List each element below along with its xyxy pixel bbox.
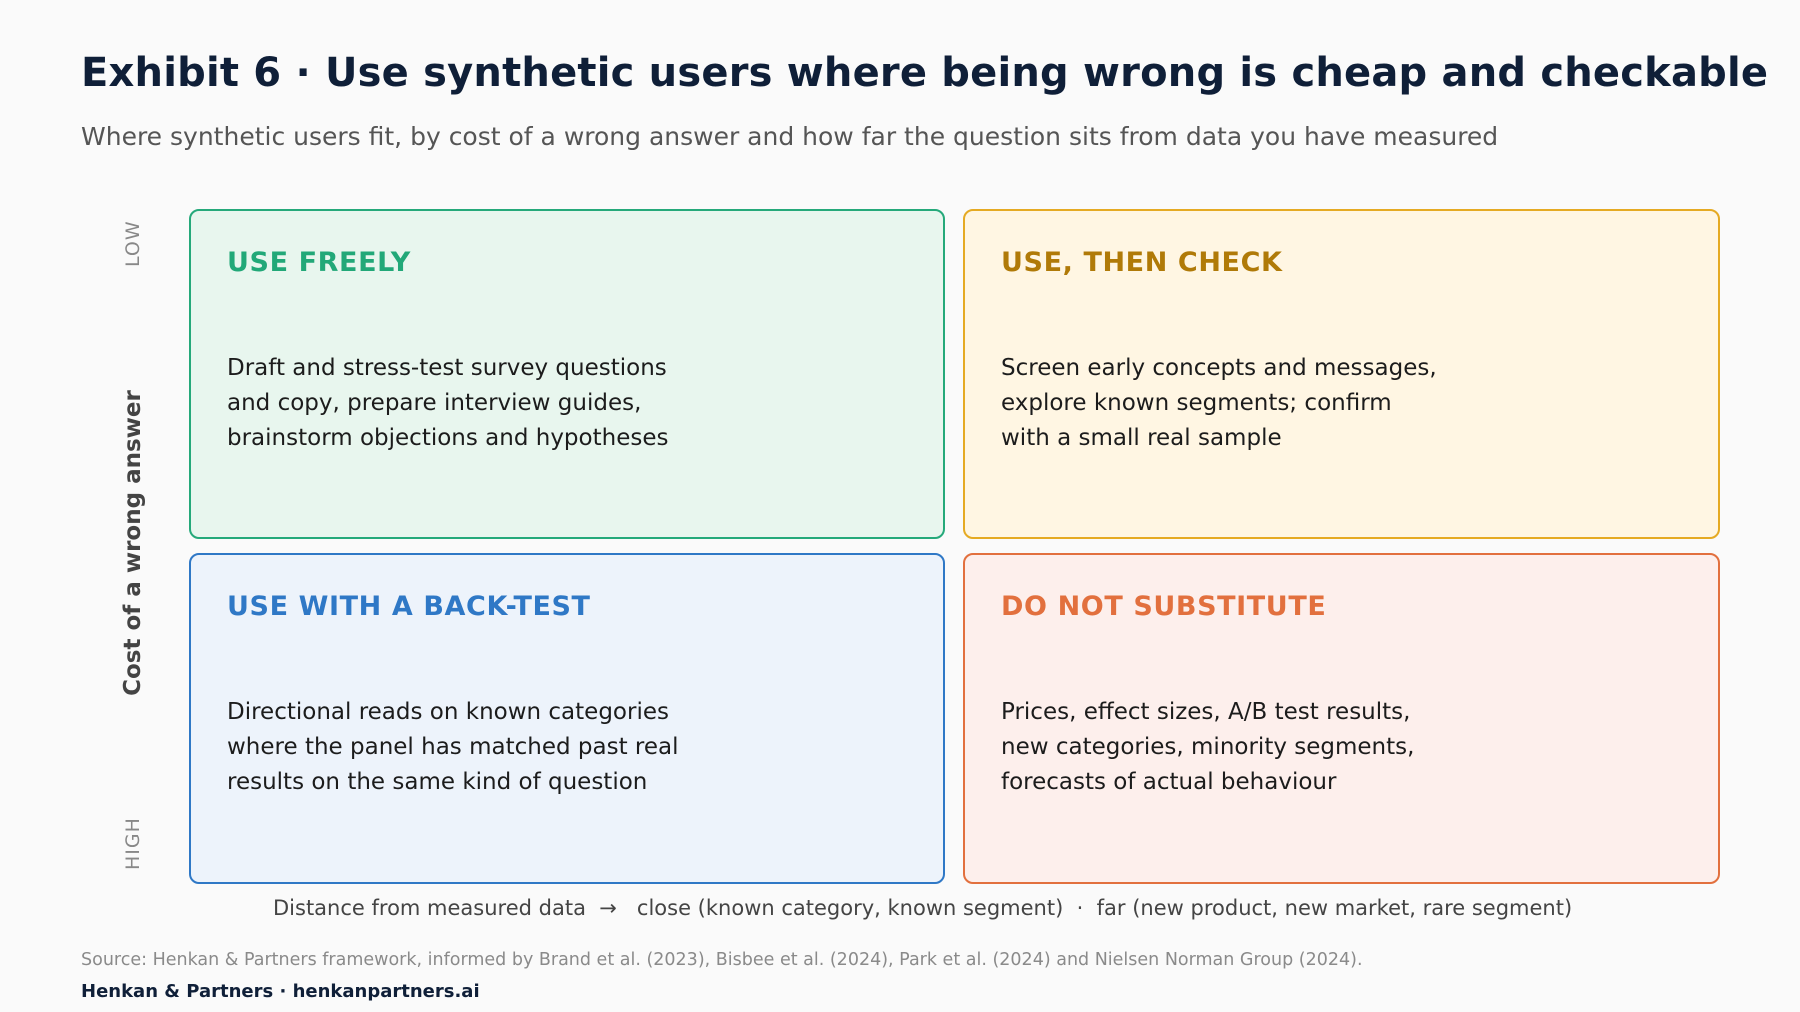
- quadrant-use-then-check: USE, THEN CHECK Screen early concepts an…: [963, 209, 1720, 539]
- quadrant-description-line: brainstorm objections and hypotheses: [227, 425, 669, 451]
- brand-footer: Henkan & Partners · henkanpartners.ai: [81, 981, 480, 1002]
- quadrant-description-line: with a small real sample: [1001, 425, 1282, 451]
- quadrant-description-line: Directional reads on known categories: [227, 699, 669, 725]
- quadrant-description: Screen early concepts and messages, expl…: [1001, 351, 1437, 456]
- quadrant-description-line: Prices, effect sizes, A/B test results,: [1001, 699, 1411, 725]
- quadrant-heading: USE WITH A BACK-TEST: [227, 591, 591, 622]
- quadrant-use-with-back-test: USE WITH A BACK-TEST Directional reads o…: [189, 553, 945, 884]
- y-axis-title: Cost of a wrong answer: [120, 390, 146, 696]
- quadrant-description-line: where the panel has matched past real: [227, 734, 679, 760]
- quadrant-use-freely: USE FREELY Draft and stress-test survey …: [189, 209, 945, 539]
- quadrant-heading: USE, THEN CHECK: [1001, 247, 1283, 278]
- quadrant-description-line: forecasts of actual behaviour: [1001, 769, 1337, 795]
- quadrant-description-line: Screen early concepts and messages,: [1001, 355, 1437, 381]
- quadrant-description-line: results on the same kind of question: [227, 769, 648, 795]
- y-axis-low-label: LOW: [122, 220, 144, 267]
- quadrant-description-line: and copy, prepare interview guides,: [227, 390, 642, 416]
- source-note: Source: Henkan & Partners framework, inf…: [81, 950, 1363, 970]
- x-axis-label: Distance from measured data → close (kno…: [273, 896, 1573, 920]
- quadrant-description: Directional reads on known categories wh…: [227, 695, 679, 800]
- quadrant-description-line: explore known segments; confirm: [1001, 390, 1392, 416]
- quadrant-do-not-substitute: DO NOT SUBSTITUTE Prices, effect sizes, …: [963, 553, 1720, 884]
- quadrant-heading: USE FREELY: [227, 247, 411, 278]
- quadrant-description-line: Draft and stress-test survey questions: [227, 355, 667, 381]
- page-subtitle: Where synthetic users fit, by cost of a …: [81, 122, 1499, 151]
- y-axis-high-label: HIGH: [122, 817, 144, 870]
- quadrant-heading: DO NOT SUBSTITUTE: [1001, 591, 1327, 622]
- quadrant-description-line: new categories, minority segments,: [1001, 734, 1415, 760]
- quadrant-description: Draft and stress-test survey questions a…: [227, 351, 668, 456]
- page-title: Exhibit 6 · Use synthetic users where be…: [81, 50, 1769, 96]
- quadrant-description: Prices, effect sizes, A/B test results, …: [1001, 695, 1414, 800]
